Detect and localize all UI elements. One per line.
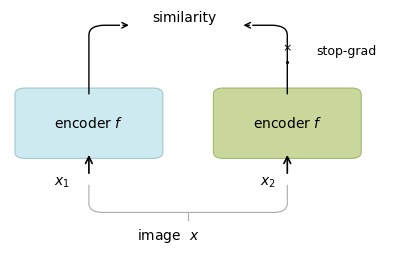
Text: encoder $f$: encoder $f$ — [253, 116, 322, 131]
Text: image  $x$: image $x$ — [138, 227, 200, 245]
FancyBboxPatch shape — [214, 88, 361, 158]
Text: $x_1$: $x_1$ — [54, 176, 70, 190]
FancyBboxPatch shape — [15, 88, 163, 158]
Text: $x_2$: $x_2$ — [260, 176, 276, 190]
Text: encoder $f$: encoder $f$ — [54, 116, 124, 131]
Text: stop-grad: stop-grad — [316, 45, 377, 58]
Text: $\times$: $\times$ — [282, 43, 292, 53]
Text: similarity: similarity — [152, 11, 216, 25]
